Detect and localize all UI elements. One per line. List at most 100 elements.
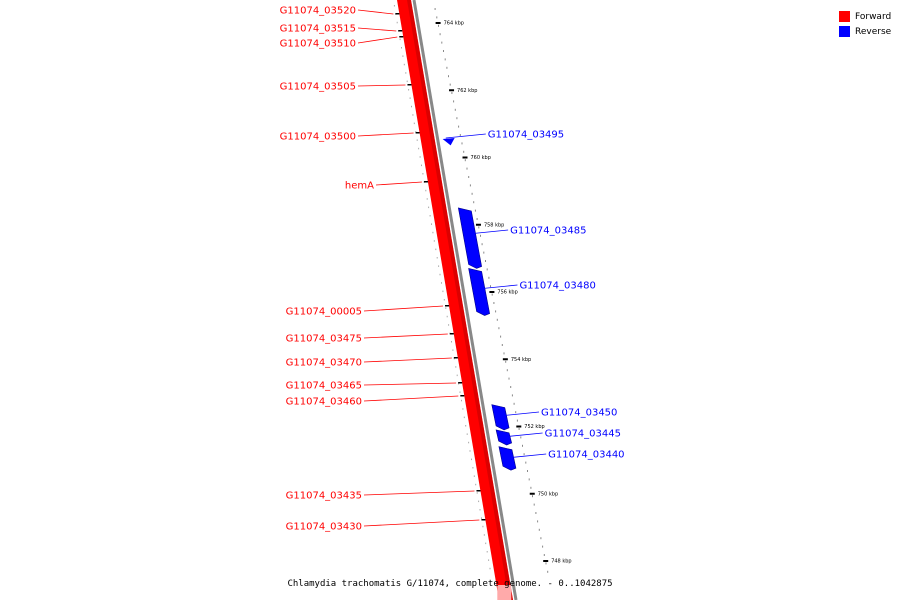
ruler-dot <box>489 567 491 570</box>
reverse-gene-feature[interactable] <box>457 207 482 269</box>
ruler-dot <box>469 184 471 187</box>
ruler-dot <box>518 428 520 430</box>
reverse-gene-feature[interactable] <box>495 429 513 446</box>
ruler-dot <box>446 66 448 69</box>
forward-gene-label[interactable]: G11074_03465 <box>286 381 362 392</box>
kbp-tick-label: 748 kbp <box>551 559 571 565</box>
kbp-tick-mark <box>489 291 495 293</box>
ruler-dot <box>523 453 525 456</box>
forward-gene-label[interactable]: G11074_03460 <box>286 397 362 408</box>
gene-labels: G11074_03520 G11074_03515 G11074_03510 G110… <box>280 6 486 533</box>
kbp-tick-mark <box>502 358 508 361</box>
forward-gene-label[interactable]: G11074_03505 <box>280 82 356 93</box>
ruler-dot <box>491 293 493 296</box>
ruler-dot <box>474 209 476 212</box>
forward-band-shade <box>407 0 513 600</box>
ruler-dot <box>469 450 471 452</box>
reverse-gene-label[interactable]: G11074_03495 <box>488 130 564 141</box>
kbp-tick-mark <box>516 425 522 428</box>
forward-gene-label[interactable]: G11074_03515 <box>280 24 356 35</box>
ruler-dot <box>506 369 508 372</box>
ruler-dot <box>406 80 408 83</box>
forward-gene-leader <box>363 305 444 312</box>
ruler-dot <box>456 117 458 120</box>
ruler-dot <box>421 164 422 167</box>
forward-gene-label[interactable]: G11074_03470 <box>286 358 362 369</box>
ruler-dot <box>508 377 510 380</box>
ruler-dot <box>515 411 517 414</box>
ruler-dot <box>468 441 470 444</box>
legend-swatch-forward <box>839 11 850 22</box>
forward-gene-label[interactable]: G11074_03520 <box>280 6 356 17</box>
ruler-dot <box>537 520 539 523</box>
ruler-dot <box>419 156 421 158</box>
reverse-gene-label[interactable]: G11074_03440 <box>548 450 624 461</box>
forward-gene-leader <box>357 9 394 15</box>
forward-gene-leader <box>363 333 448 339</box>
ruler-dot <box>527 470 528 472</box>
ruler-dot <box>542 545 544 548</box>
ruler-dot <box>408 89 410 91</box>
ruler-dot <box>438 24 439 27</box>
legend-reverse: Reverse <box>839 24 891 39</box>
ruler-dot <box>505 360 507 363</box>
kbp-tick-label: 754 kbp <box>511 357 531 363</box>
legend-label-reverse: Reverse <box>855 26 892 37</box>
ruler-dot <box>452 349 454 351</box>
ruler-dot <box>461 142 463 145</box>
ruler-dot <box>481 243 483 246</box>
ruler-dot <box>535 512 537 514</box>
ruler-dot <box>429 215 431 217</box>
ruler-dot <box>449 83 451 86</box>
legend-label-forward: Forward <box>855 11 892 22</box>
ruler-dot <box>476 492 478 494</box>
forward-gene-leader <box>375 181 422 186</box>
reverse-gene-feature[interactable] <box>468 268 490 316</box>
reverse-gene-feature[interactable] <box>442 138 455 146</box>
ruler-dot <box>483 534 485 536</box>
forward-gene-label[interactable]: G11074_00005 <box>286 307 362 318</box>
forward-gene-tick <box>458 382 463 384</box>
forward-gene-label[interactable]: G11074_03430 <box>286 522 362 533</box>
ruler-dot <box>436 257 438 259</box>
reverse-gene-feature[interactable] <box>491 404 510 431</box>
forward-gene-leader <box>363 519 480 527</box>
forward-gene-leader <box>357 36 398 44</box>
legend-swatch-reverse <box>839 26 850 37</box>
ruler-dot <box>454 108 456 111</box>
reverse-gene-label[interactable]: G11074_03450 <box>541 408 617 419</box>
reverse-gene-feature[interactable] <box>498 446 517 471</box>
forward-gene-label[interactable]: G11074_03435 <box>286 491 362 502</box>
ruler-dot <box>459 391 461 393</box>
ruler-dot <box>401 47 402 49</box>
forward-gene-label[interactable]: G11074_03510 <box>280 39 356 50</box>
forward-gene-label[interactable]: hemA <box>345 181 374 192</box>
ruler-dot <box>464 159 466 162</box>
genome-caption: Chlamydia trachomatis G/11074, complete … <box>287 579 613 589</box>
ruler-dot <box>402 55 404 57</box>
ruler-dot <box>459 134 461 136</box>
forward-strand-band <box>397 0 513 600</box>
forward-gene-tick <box>449 333 454 335</box>
ruler-dot <box>520 436 522 439</box>
forward-gene-label[interactable]: G11074_03475 <box>286 334 362 345</box>
reverse-gene-label[interactable]: G11074_03485 <box>510 226 586 237</box>
reverse-gene-label[interactable]: G11074_03445 <box>545 429 621 440</box>
ruler-dot <box>490 285 491 288</box>
ruler-dot <box>439 273 441 276</box>
ruler-dot <box>463 150 465 153</box>
kbp-tick-mark <box>529 492 535 495</box>
forward-gene-label[interactable]: G11074_03500 <box>280 132 356 143</box>
ruler-dot <box>453 100 455 103</box>
ruler-dot <box>441 41 443 44</box>
ruler-dot <box>473 201 475 204</box>
ruler-dot <box>486 551 488 553</box>
forward-band-end <box>497 585 512 600</box>
forward-gene-leader <box>363 395 459 402</box>
kbp-ticks: 764 kbp 762 kbp 760 kbp 758 kbp 756 kbp 754 k… <box>435 21 572 565</box>
reverse-gene-label[interactable]: G11074_03480 <box>519 281 595 292</box>
ruler-dot <box>480 234 481 237</box>
forward-gene-tick <box>476 490 481 492</box>
ruler-dot <box>405 72 407 74</box>
ruler-dot <box>413 122 415 125</box>
